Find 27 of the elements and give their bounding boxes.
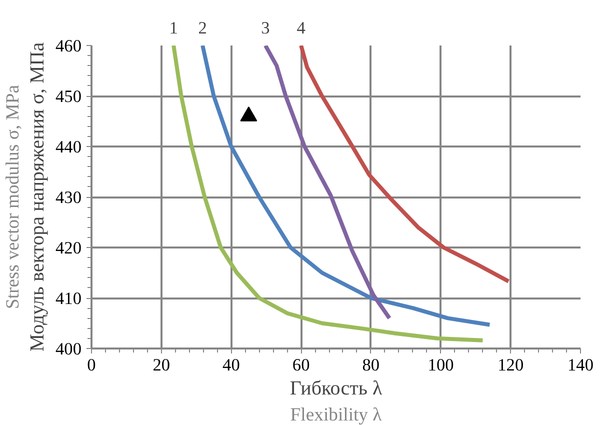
line-series: [299, 46, 511, 284]
x-tick-label: 140: [568, 356, 594, 374]
text: Flexibility λ: [290, 404, 382, 425]
line-series: [200, 46, 492, 327]
x-tick-label: 20: [152, 356, 170, 374]
x-tick-label: 120: [498, 356, 524, 374]
series-label: 4: [296, 18, 306, 38]
y-tick-label: 400: [56, 340, 82, 358]
line-series: [172, 46, 485, 342]
x-tick-label: 60: [292, 356, 310, 374]
y-tick-label: 450: [56, 87, 82, 106]
series-label: 3: [261, 18, 270, 38]
x-tick-label: 40: [222, 356, 240, 374]
series-label: 2: [198, 18, 207, 38]
line-series: [263, 46, 392, 320]
x-tick-label: 0: [87, 356, 96, 374]
y-tick-label: 460: [56, 36, 82, 56]
y-tick-label: 430: [56, 188, 82, 207]
x-tick-label: 80: [362, 356, 380, 374]
y-tick-label: 410: [56, 289, 82, 308]
y-tick-label: 440: [56, 138, 82, 156]
y-tick-label: 420: [56, 238, 82, 258]
x-axis-title: Гибкость λ: [290, 378, 382, 400]
series-label: 1: [169, 18, 178, 38]
y-axis-title: Модуль вектора напряжения σ, МПа: [26, 42, 49, 352]
x-tick-label: 100: [428, 356, 454, 374]
text: Stress vector modulus σ, MPa: [2, 84, 24, 310]
